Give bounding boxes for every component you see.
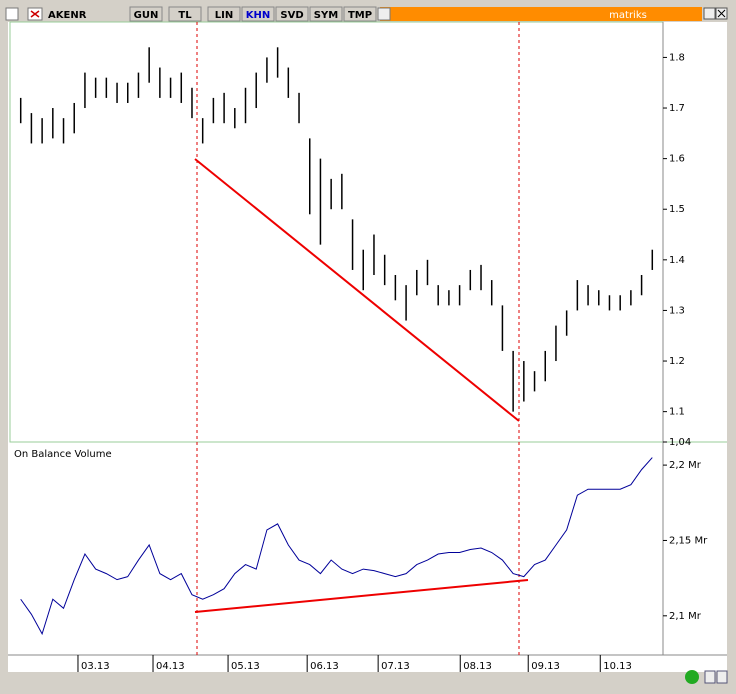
date-axis [8,655,727,672]
scrollbar[interactable] [727,22,736,655]
x-tick-label: 04.13 [156,661,185,672]
close-x [717,9,726,18]
toolbar-button-label: SYM [314,10,338,21]
x-tick-label: 05.13 [231,661,260,672]
toolbar-button[interactable] [129,6,163,22]
y-tick-label: 1.7 [669,103,685,114]
trend-line [194,158,520,422]
brand-bar [575,7,702,21]
y-tick-label: 2,15 Mr [669,535,708,546]
toolbar-button[interactable] [343,6,377,22]
y-tick-label: 1,04 [669,437,691,448]
brand: matriks [609,10,647,21]
dropdown[interactable] [377,7,391,21]
y-tick-label: 1.3 [669,305,685,316]
x-tick-label: 06.13 [310,661,339,672]
scroll-right[interactable] [716,670,728,684]
progress-bar [380,7,575,21]
toolbar-button-label: KHN [246,10,271,21]
restore-button[interactable] [703,7,716,20]
y-tick-label: 2,2 Mr [669,460,702,471]
close-icon [30,10,40,18]
x-tick-label: 10.13 [603,661,632,672]
toolbar-button[interactable] [275,6,309,22]
toolbar-button[interactable] [241,6,275,22]
obv-line [20,457,653,636]
toolbar-button-label: GUN [134,10,159,21]
toolbar-button-label: TL [178,10,192,21]
toolbar-button-label: LIN [215,10,233,21]
checkbox[interactable] [5,7,19,21]
y-tick-label: 2,1 Mr [669,611,702,622]
y-tick-label: 1.6 [669,154,685,165]
y-tick-label: 1.1 [669,407,685,418]
x-tick-label: 09.13 [531,661,560,672]
y-tick-label: 1.2 [669,356,685,367]
toolbar-button[interactable] [309,6,343,22]
toolbar-button[interactable] [207,6,241,22]
x-tick-label: 07.13 [381,661,410,672]
toolbar-button[interactable] [168,6,202,22]
y-tick-label: 1.4 [669,255,685,266]
x-tick-label: 03.13 [81,661,110,672]
y-tick-label: 1.5 [669,204,685,215]
toolbar-button-label: SVD [280,10,303,21]
refresh-button[interactable] [685,670,699,684]
panel-title: On Balance Volume [14,449,112,460]
symbol: AKENR [48,10,87,21]
y-tick-label: 1.8 [669,52,685,63]
toolbar: AKENR matriks GUN TL LIN KHN SVD SYM TMP [5,6,728,22]
trend-line [194,579,529,613]
x-tick-label: 08.13 [463,661,492,672]
chart-area [8,22,727,655]
toolbar-button-label: TMP [348,10,372,21]
scroll-left[interactable] [704,670,716,684]
